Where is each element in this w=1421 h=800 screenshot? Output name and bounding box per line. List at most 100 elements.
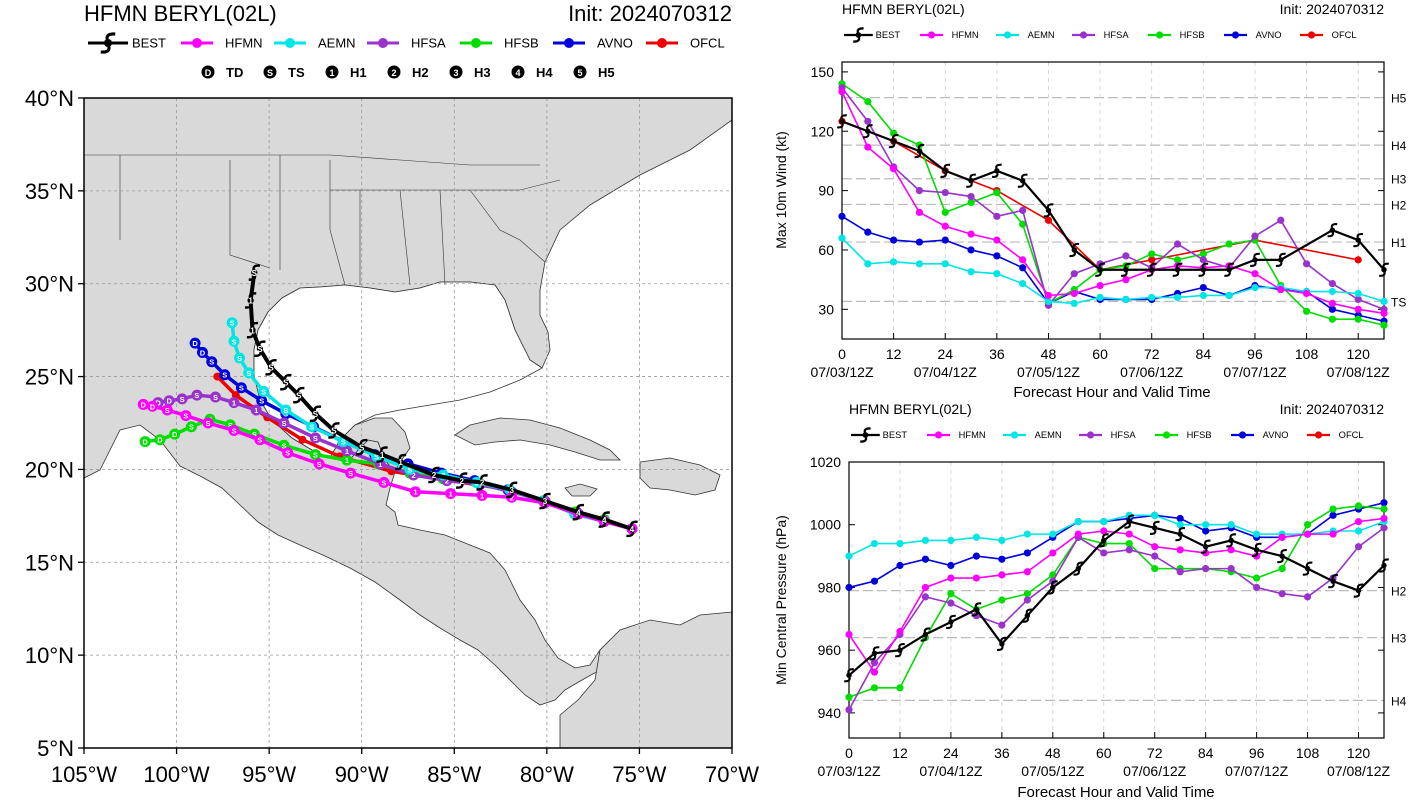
track-point-best-category: S: [268, 363, 274, 372]
pressure-point-avno: [1202, 527, 1210, 535]
hurricane-symbol-arm-upper: [509, 481, 518, 488]
pressure-series-hfmn: [845, 514, 1388, 676]
wind-point-avno: [838, 212, 846, 220]
wind-point-hfmn: [1277, 285, 1285, 294]
lat-tick-label: 25°N: [25, 365, 74, 390]
pressure-point-hfmn: [1329, 530, 1337, 538]
pressure-point-avno: [1023, 549, 1031, 557]
pressure-point-hfsb: [1303, 521, 1312, 529]
category-legend-item-h2: 2 H2: [387, 65, 429, 80]
track-point-avno: [235, 382, 247, 394]
pressure-point-avno: [1380, 499, 1388, 507]
wind-legend-label-best: BEST: [876, 30, 901, 40]
category-legend-label: H2: [412, 65, 429, 80]
track-point-aemn: [280, 404, 292, 416]
pressure-point-avno: [921, 555, 930, 563]
hurricane-symbol-arm-lower: [244, 303, 253, 309]
hurricane-symbol-arm-upper: [431, 466, 440, 473]
hurricane-symbol-core: [1279, 553, 1285, 559]
hurricane-symbol-arm-upper: [969, 173, 976, 179]
wind-point-hfmn: [1122, 276, 1130, 284]
track-point-best-category: S: [331, 427, 337, 436]
track-point-ofcl: [298, 435, 307, 444]
hurricane-symbol-arm-lower: [991, 173, 999, 178]
lat-tick-label: 35°N: [25, 179, 74, 204]
wind-point-aemn: [1328, 287, 1336, 296]
hurricane-symbol-arm-lower: [539, 503, 547, 510]
pressure-series-line-hfmn: [848, 517, 1385, 674]
track-point-hfsb: [154, 434, 166, 446]
pressure-point-avno: [972, 552, 980, 560]
track-init: Init: 2024070312: [568, 1, 732, 26]
wind-legend-label-hfsa: HFSA: [1104, 30, 1130, 40]
track-point-category: S: [206, 419, 211, 428]
track-point-category: S: [231, 337, 236, 346]
wind-point-best: [1120, 262, 1131, 277]
track-point-best-category: 2: [480, 479, 485, 488]
track-point-category: S: [407, 465, 412, 474]
hurricane-symbol-arm-lower: [1251, 552, 1259, 557]
track-point-category: S: [381, 478, 386, 487]
pressure-point-hfsa: [1303, 593, 1312, 601]
wind-point-ofcl: [1044, 216, 1053, 224]
pressure-point-hfsb: [1329, 505, 1337, 513]
pressure-xtick-label: 48: [1045, 745, 1061, 761]
track-title: HFMN BERYL(02L): [84, 1, 277, 26]
lon-tick-label: 105°W: [51, 762, 118, 787]
wind-xtick-label: 72: [1144, 346, 1160, 362]
wind-point-best: [1146, 262, 1157, 277]
track-point-hfsb: [341, 454, 353, 466]
wind-legend-symbol-best: [853, 27, 864, 43]
track-point-category: S: [313, 434, 318, 443]
track-point-avno: [256, 395, 268, 407]
hurricane-symbol-arm-upper: [949, 614, 956, 620]
pressure-ytick-label: 1020: [810, 454, 841, 470]
track-point-category: 1: [448, 490, 452, 499]
hurricane-symbol-core: [871, 650, 878, 657]
hurricane-symbol-arm-lower: [1073, 570, 1080, 576]
pressure-point-hfmn: [1074, 530, 1082, 538]
hurricane-symbol-arm-lower: [1172, 272, 1180, 277]
hurricane-symbol-arm-lower: [1120, 272, 1128, 277]
hurricane-symbol-arm-upper: [380, 446, 388, 452]
track-point-hfmn: [147, 400, 159, 412]
wind-ytick-label: 120: [811, 123, 835, 139]
hurricane-symbol-core: [1152, 525, 1158, 531]
track-point-hfsa: [209, 391, 221, 403]
pressure-point-hfmn: [998, 571, 1006, 579]
track-point-hfsa: [163, 395, 175, 407]
land-cuba: [454, 417, 621, 461]
wind-point-hfsb: [1354, 315, 1362, 323]
category-legend-marker: [573, 65, 587, 79]
hurricane-symbol-arm-upper: [543, 492, 551, 499]
track-point-best: [265, 358, 277, 376]
category-legend-symbol: D: [205, 68, 212, 78]
wind-xlabel: Forecast Hour and Valid Time: [1013, 384, 1210, 401]
pressure-series-best: [844, 514, 1389, 683]
track-point-category: 2: [510, 493, 514, 502]
track-point-best-category: 4: [602, 516, 607, 525]
hurricane-symbol-arm-upper: [480, 474, 488, 480]
hurricane-symbol-core: [312, 410, 319, 417]
hurricane-symbol-core: [897, 647, 903, 653]
category-legend-label: H3: [474, 65, 491, 80]
hurricane-symbol-arm-lower: [394, 464, 403, 471]
track-legend-label-hfmn: HFMN: [225, 36, 263, 51]
pressure-point-hfsb: [1023, 590, 1031, 598]
pressure-point-hfsa: [1380, 524, 1388, 532]
hurricane-symbol-arm-upper: [1201, 262, 1209, 268]
pressure-point-aemn: [1023, 530, 1031, 538]
hurricane-symbol-core: [862, 432, 869, 438]
wind-point-aemn: [864, 260, 872, 268]
pressure-series-line-best: [848, 520, 1385, 677]
hurricane-symbol-core: [1101, 537, 1107, 544]
hurricane-symbol-arm-lower: [1250, 262, 1257, 267]
pressure-point-aemn: [921, 536, 930, 545]
hurricane-symbol-arm-upper: [872, 646, 880, 652]
pressure-point-hfsb: [1253, 574, 1261, 582]
hurricane-symbol-core: [1252, 257, 1258, 263]
hurricane-symbol-arm-upper: [1356, 232, 1364, 238]
pressure-xtick-label: 0: [845, 745, 853, 761]
wind-point-hfsa: [993, 212, 1001, 220]
hurricane-symbol-core: [628, 525, 636, 533]
